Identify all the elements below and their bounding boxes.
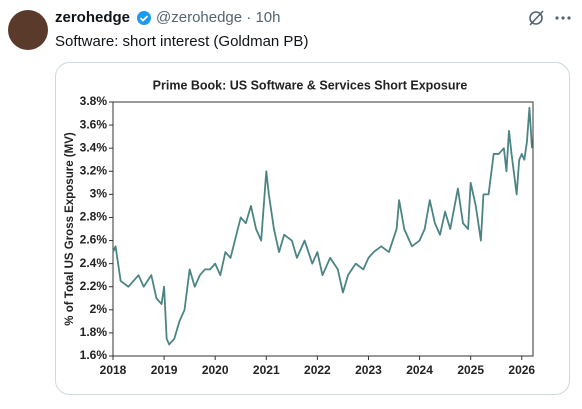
y-tick-label: 3.4% — [80, 140, 108, 154]
y-tick-label: 2.8% — [80, 210, 108, 224]
media-card[interactable] — [55, 62, 570, 395]
x-tick-label: 2026 — [508, 363, 535, 377]
verified-badge — [137, 11, 151, 25]
chart-title: Prime Book: US Software & Services Short… — [153, 78, 468, 92]
x-tick-label: 2018 — [100, 363, 127, 377]
x-tick-label: 2024 — [406, 363, 433, 377]
x-tick-label: 2019 — [151, 363, 178, 377]
y-tick-label: 1.6% — [80, 348, 108, 362]
y-axis-label: % of Total US Gross Exposure (MV) — [64, 132, 76, 326]
verified-check — [139, 15, 149, 22]
y-tick-label: 3.2% — [80, 163, 108, 177]
grok-icon-slash — [529, 10, 544, 26]
avatar[interactable] — [8, 10, 48, 50]
x-tick-label: 2021 — [253, 363, 280, 377]
y-tick-label: 3.6% — [80, 117, 108, 131]
data-line — [112, 106, 533, 346]
y-tick-label: 2.6% — [80, 233, 108, 247]
y-tick-label: 3% — [90, 187, 108, 201]
grok-icon[interactable] — [529, 11, 543, 25]
tweet-text: Software: short interest (Goldman PB) — [55, 33, 308, 50]
y-tick-label: 2.4% — [80, 256, 108, 270]
y-tick-label: 2.2% — [80, 279, 108, 293]
x-tick-label: 2022 — [304, 363, 331, 377]
x-tick-label: 2020 — [202, 363, 229, 377]
x-tick-label: 2025 — [457, 363, 484, 377]
more-icon[interactable] — [555, 16, 571, 20]
y-tick-label: 3.8% — [80, 94, 108, 108]
x-tick-label: 2023 — [355, 363, 382, 377]
handle[interactable]: @zerohedge · 10h — [156, 9, 280, 26]
plot-frame — [112, 101, 534, 357]
author-name[interactable]: zerohedge — [55, 9, 130, 26]
y-tick-label: 1.8% — [80, 325, 108, 339]
y-tick-label: 2% — [90, 302, 108, 316]
